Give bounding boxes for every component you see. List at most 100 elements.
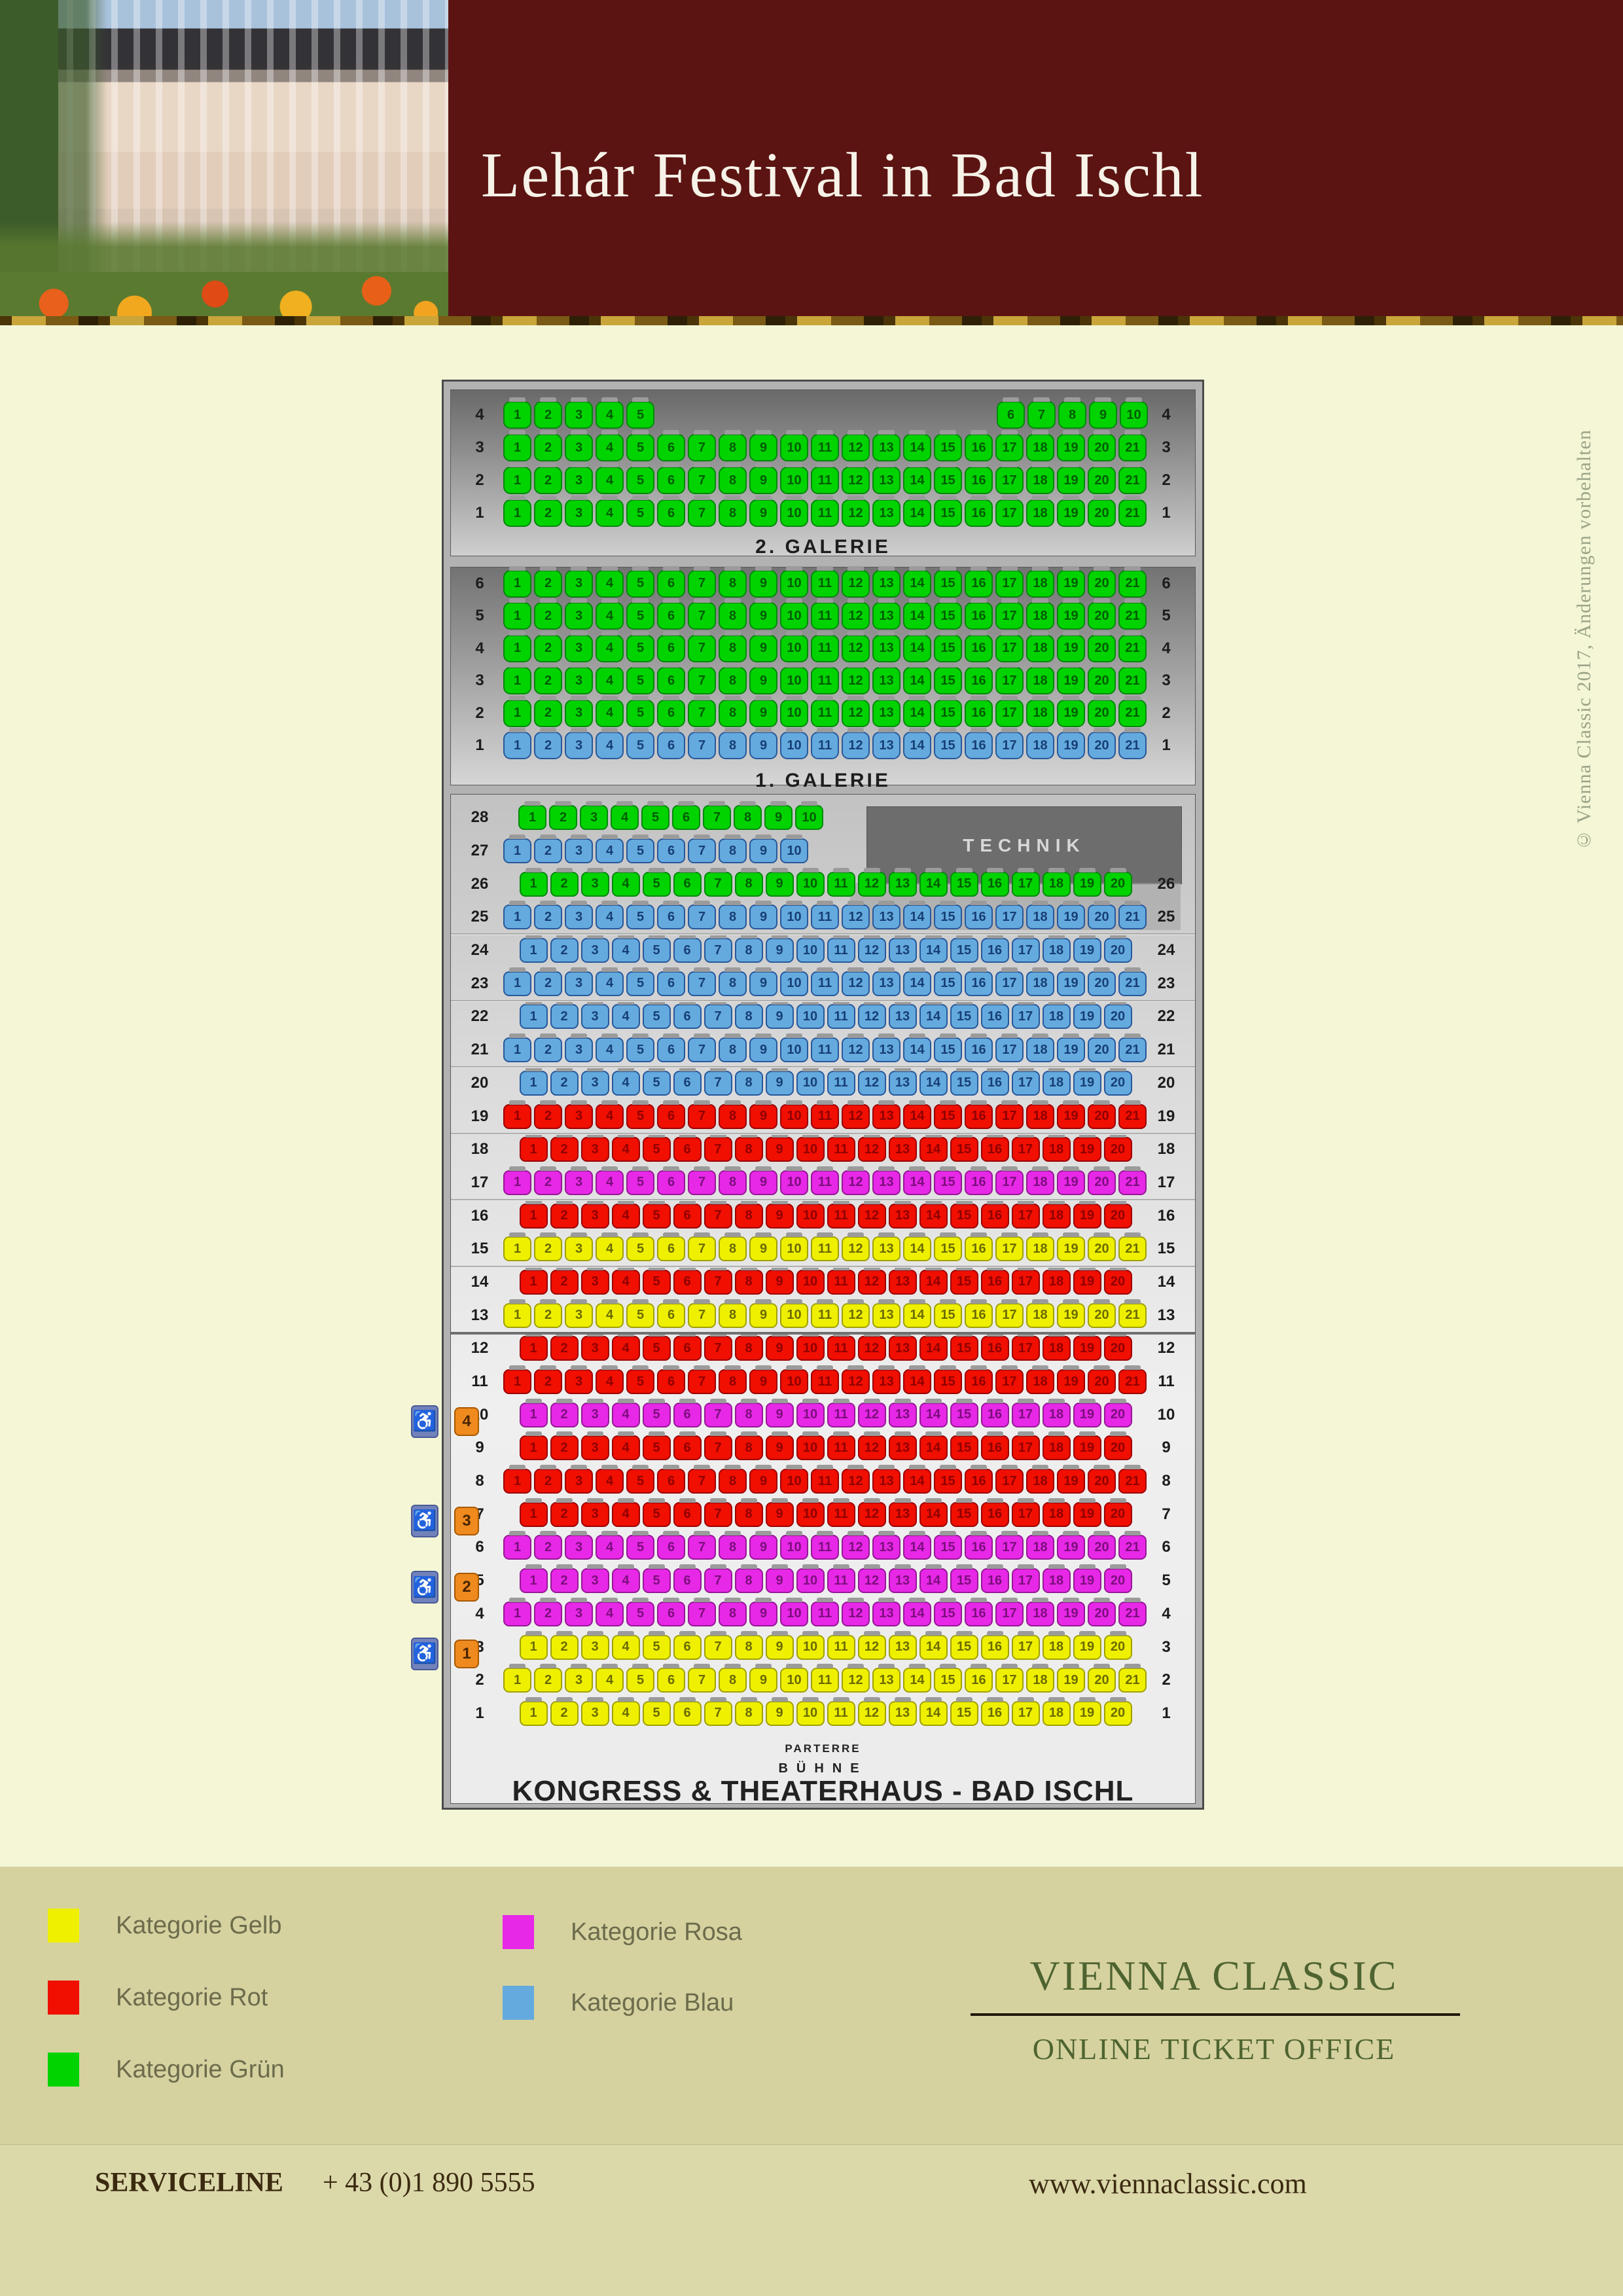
seat[interactable]: 21 [1118, 1664, 1147, 1693]
seat[interactable]: 16 [965, 463, 993, 494]
seat[interactable]: 20 [1088, 565, 1116, 598]
seat[interactable]: 11 [811, 1299, 839, 1328]
seat[interactable]: 17 [995, 901, 1024, 930]
seat[interactable]: 14 [903, 901, 931, 930]
seat[interactable]: 16 [980, 1199, 1009, 1229]
seat[interactable]: 7 [688, 1166, 716, 1195]
seat[interactable]: 7 [688, 565, 716, 598]
seat[interactable]: 21 [1118, 1531, 1147, 1560]
seat[interactable]: 19 [1073, 1265, 1101, 1295]
seat[interactable]: 1 [519, 1498, 548, 1527]
seat[interactable]: 2 [534, 1531, 562, 1560]
seat[interactable]: 5 [626, 1100, 654, 1129]
seat[interactable]: 5 [626, 598, 654, 630]
seat[interactable]: 3 [580, 1564, 609, 1594]
seat[interactable]: 3 [565, 695, 593, 727]
seat[interactable]: 8 [719, 630, 747, 662]
seat[interactable]: 20 [1103, 1630, 1132, 1660]
seat[interactable]: 14 [903, 463, 931, 494]
seat[interactable]: 17 [995, 728, 1024, 760]
wheelchair-space-tag[interactable]: 2 [454, 1573, 479, 1602]
seat[interactable]: 19 [1057, 1033, 1085, 1063]
seat[interactable]: 1 [503, 1597, 531, 1626]
seat[interactable]: 21 [1118, 565, 1147, 598]
seat[interactable]: 5 [626, 1597, 654, 1626]
seat[interactable]: 9 [749, 1232, 777, 1262]
seat[interactable]: 16 [965, 728, 993, 760]
seat[interactable]: 12 [842, 728, 870, 760]
seat[interactable]: 4 [596, 1531, 624, 1560]
seat[interactable]: 14 [903, 967, 931, 996]
seat[interactable]: 17 [995, 1365, 1024, 1395]
seat[interactable]: 4 [596, 728, 624, 760]
seat[interactable]: 18 [1042, 1199, 1071, 1229]
seat[interactable]: 11 [827, 1431, 855, 1461]
seat[interactable]: 9 [749, 1664, 777, 1693]
seat[interactable]: 2 [550, 1696, 579, 1726]
seat[interactable]: 11 [827, 1398, 855, 1427]
seat[interactable]: 15 [934, 1232, 962, 1262]
seat[interactable]: 2 [550, 1199, 579, 1229]
seat[interactable]: 21 [1118, 1232, 1147, 1262]
seat[interactable]: 8 [734, 1332, 763, 1361]
seat[interactable]: 9 [749, 695, 777, 727]
seat[interactable]: 5 [642, 1265, 671, 1295]
seat[interactable]: 18 [1026, 630, 1054, 662]
seat[interactable]: 13 [872, 728, 901, 760]
seat[interactable]: 1 [519, 1398, 548, 1427]
seat[interactable]: 11 [811, 1597, 839, 1626]
seat[interactable]: 13 [872, 598, 901, 630]
seat[interactable]: 11 [827, 1066, 855, 1096]
seat[interactable]: 10 [780, 1531, 808, 1560]
seat[interactable]: 13 [872, 565, 901, 598]
seat[interactable]: 20 [1088, 495, 1116, 527]
seat[interactable]: 11 [811, 1100, 839, 1129]
seat[interactable]: 4 [611, 801, 639, 831]
seat[interactable]: 4 [596, 1664, 624, 1693]
wheelchair-space-tag[interactable]: 1 [454, 1639, 479, 1668]
seat[interactable]: 7 [704, 1000, 732, 1030]
seat[interactable]: 8 [734, 801, 762, 831]
seat[interactable]: 6 [657, 1465, 685, 1494]
seat[interactable]: 4 [611, 1431, 640, 1461]
seat[interactable]: 8 [734, 1000, 763, 1030]
seat[interactable]: 14 [903, 630, 931, 662]
seat[interactable]: 16 [980, 1431, 1009, 1461]
seat[interactable]: 16 [965, 967, 993, 996]
seat[interactable]: 21 [1118, 495, 1147, 527]
seat[interactable]: 16 [965, 695, 993, 727]
seat[interactable]: 5 [626, 1166, 654, 1195]
seat[interactable]: 20 [1088, 728, 1116, 760]
seat[interactable]: 2 [534, 1365, 562, 1395]
seat[interactable]: 17 [995, 1531, 1024, 1560]
seat[interactable]: 6 [673, 1199, 702, 1229]
seat[interactable]: 7 [704, 1265, 732, 1295]
seat[interactable]: 4 [596, 630, 624, 662]
seat[interactable]: 19 [1073, 1332, 1101, 1361]
seat[interactable]: 21 [1118, 1597, 1147, 1626]
seat[interactable]: 6 [673, 1332, 702, 1361]
seat[interactable]: 20 [1088, 1597, 1116, 1626]
seat[interactable]: 12 [857, 1000, 886, 1030]
seat[interactable]: 13 [872, 695, 901, 727]
seat[interactable]: 1 [519, 867, 548, 897]
seat[interactable]: 8 [719, 728, 747, 760]
seat[interactable]: 10 [780, 1664, 808, 1693]
wheelchair-space-tag[interactable]: 4 [454, 1407, 479, 1436]
seat[interactable]: 19 [1057, 1232, 1085, 1262]
seat[interactable]: 4 [611, 1398, 640, 1427]
seat[interactable]: 17 [1011, 1265, 1040, 1295]
seat[interactable]: 8 [719, 1033, 747, 1063]
seat[interactable]: 15 [950, 1398, 978, 1427]
seat[interactable]: 10 [796, 867, 825, 897]
seat[interactable]: 19 [1073, 1000, 1101, 1030]
seat[interactable]: 6 [657, 1531, 685, 1560]
seat[interactable]: 10 [796, 1498, 825, 1527]
seat[interactable]: 16 [980, 1498, 1009, 1527]
seat[interactable]: 10 [780, 967, 808, 996]
seat[interactable]: 4 [596, 1166, 624, 1195]
seat[interactable]: 11 [811, 1232, 839, 1262]
seat[interactable]: 10 [780, 430, 808, 461]
seat[interactable]: 19 [1057, 728, 1085, 760]
seat[interactable]: 3 [565, 463, 593, 494]
